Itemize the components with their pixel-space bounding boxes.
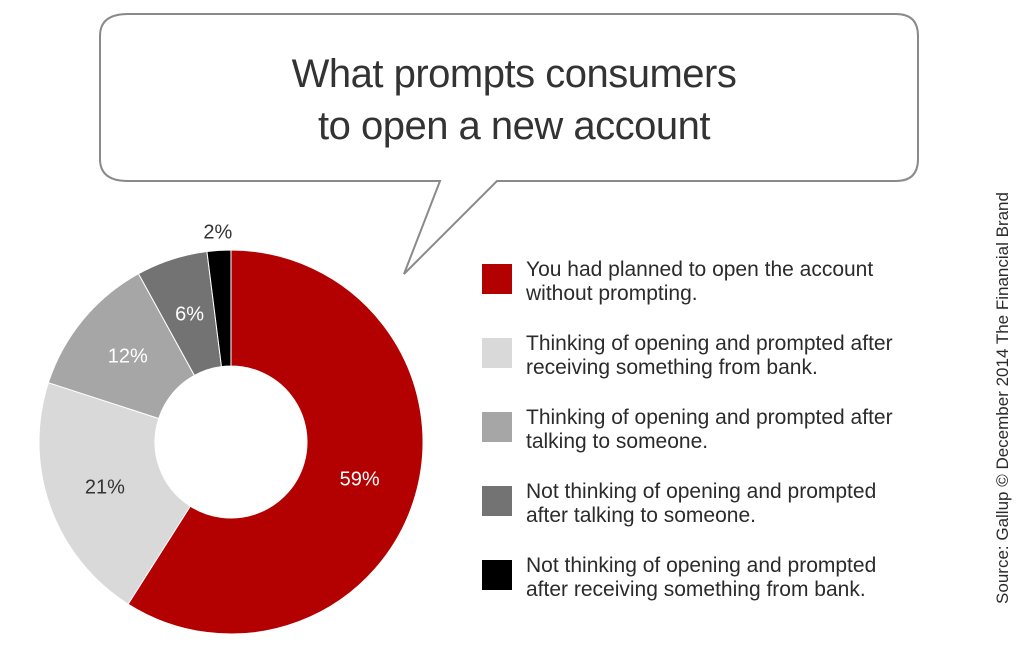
legend-label-line: receiving something from bank. [526,356,818,379]
donut-slice-labels: 59% 21% 12% 6% 2% [85,221,380,498]
legend-label-line: after receiving something from bank. [526,578,866,601]
legend-label-line: Thinking of opening and prompted after [526,406,893,429]
donut-chart: 59% 21% 12% 6% 2% [38,221,424,635]
legend-label-line: after talking to someone. [526,504,756,527]
legend-item-someone-thinking: Thinking of opening and prompted after t… [482,406,966,454]
slice-value-label: 12% [108,346,148,368]
chart-title: What prompts consumers to open a new acc… [104,48,924,152]
slice-value-label: 59% [340,468,380,490]
legend-label-line: talking to someone. [526,430,709,453]
slice-bank-thinking [38,382,191,605]
donut-slices [38,249,424,635]
chart-title-line-2: to open a new account [317,104,711,148]
legend-label: Thinking of opening and prompted after r… [526,332,966,380]
legend-item-bank-not-thinking: Not thinking of opening and prompted aft… [482,554,966,602]
source-credit: Source: Gallup © December 2014 The Finan… [993,192,1012,604]
slice-bank-not-thinking [206,249,232,368]
speech-bubble-outline [99,13,919,275]
legend-label: Not thinking of opening and prompted aft… [526,554,966,602]
legend-item-bank-thinking: Thinking of opening and prompted after r… [482,332,966,380]
legend-swatch [482,338,512,368]
legend-swatch [482,412,512,442]
chart-title-line-1: What prompts consumers [291,52,737,96]
legend-label: Not thinking of opening and prompted aft… [526,480,966,528]
legend-label-line: without prompting. [526,282,698,305]
slice-planned [127,249,424,635]
legend-swatch [482,264,512,294]
slice-value-label: 2% [203,221,232,243]
legend-label-line: Not thinking of opening and prompted [526,554,877,577]
legend-swatch [482,486,512,516]
slice-value-label: 21% [85,476,125,498]
legend-label: You had planned to open the account with… [526,258,966,306]
legend-swatch [482,560,512,590]
legend-label: Thinking of opening and prompted after t… [526,406,966,454]
legend-label-line: You had planned to open the account [526,258,874,281]
slice-value-label: 6% [175,304,204,326]
legend-item-planned: You had planned to open the account with… [482,258,966,306]
legend-label-line: Thinking of opening and prompted after [526,332,893,355]
legend-label-line: Not thinking of opening and prompted [526,480,877,503]
legend-item-someone-not-thinking: Not thinking of opening and prompted aft… [482,480,966,528]
